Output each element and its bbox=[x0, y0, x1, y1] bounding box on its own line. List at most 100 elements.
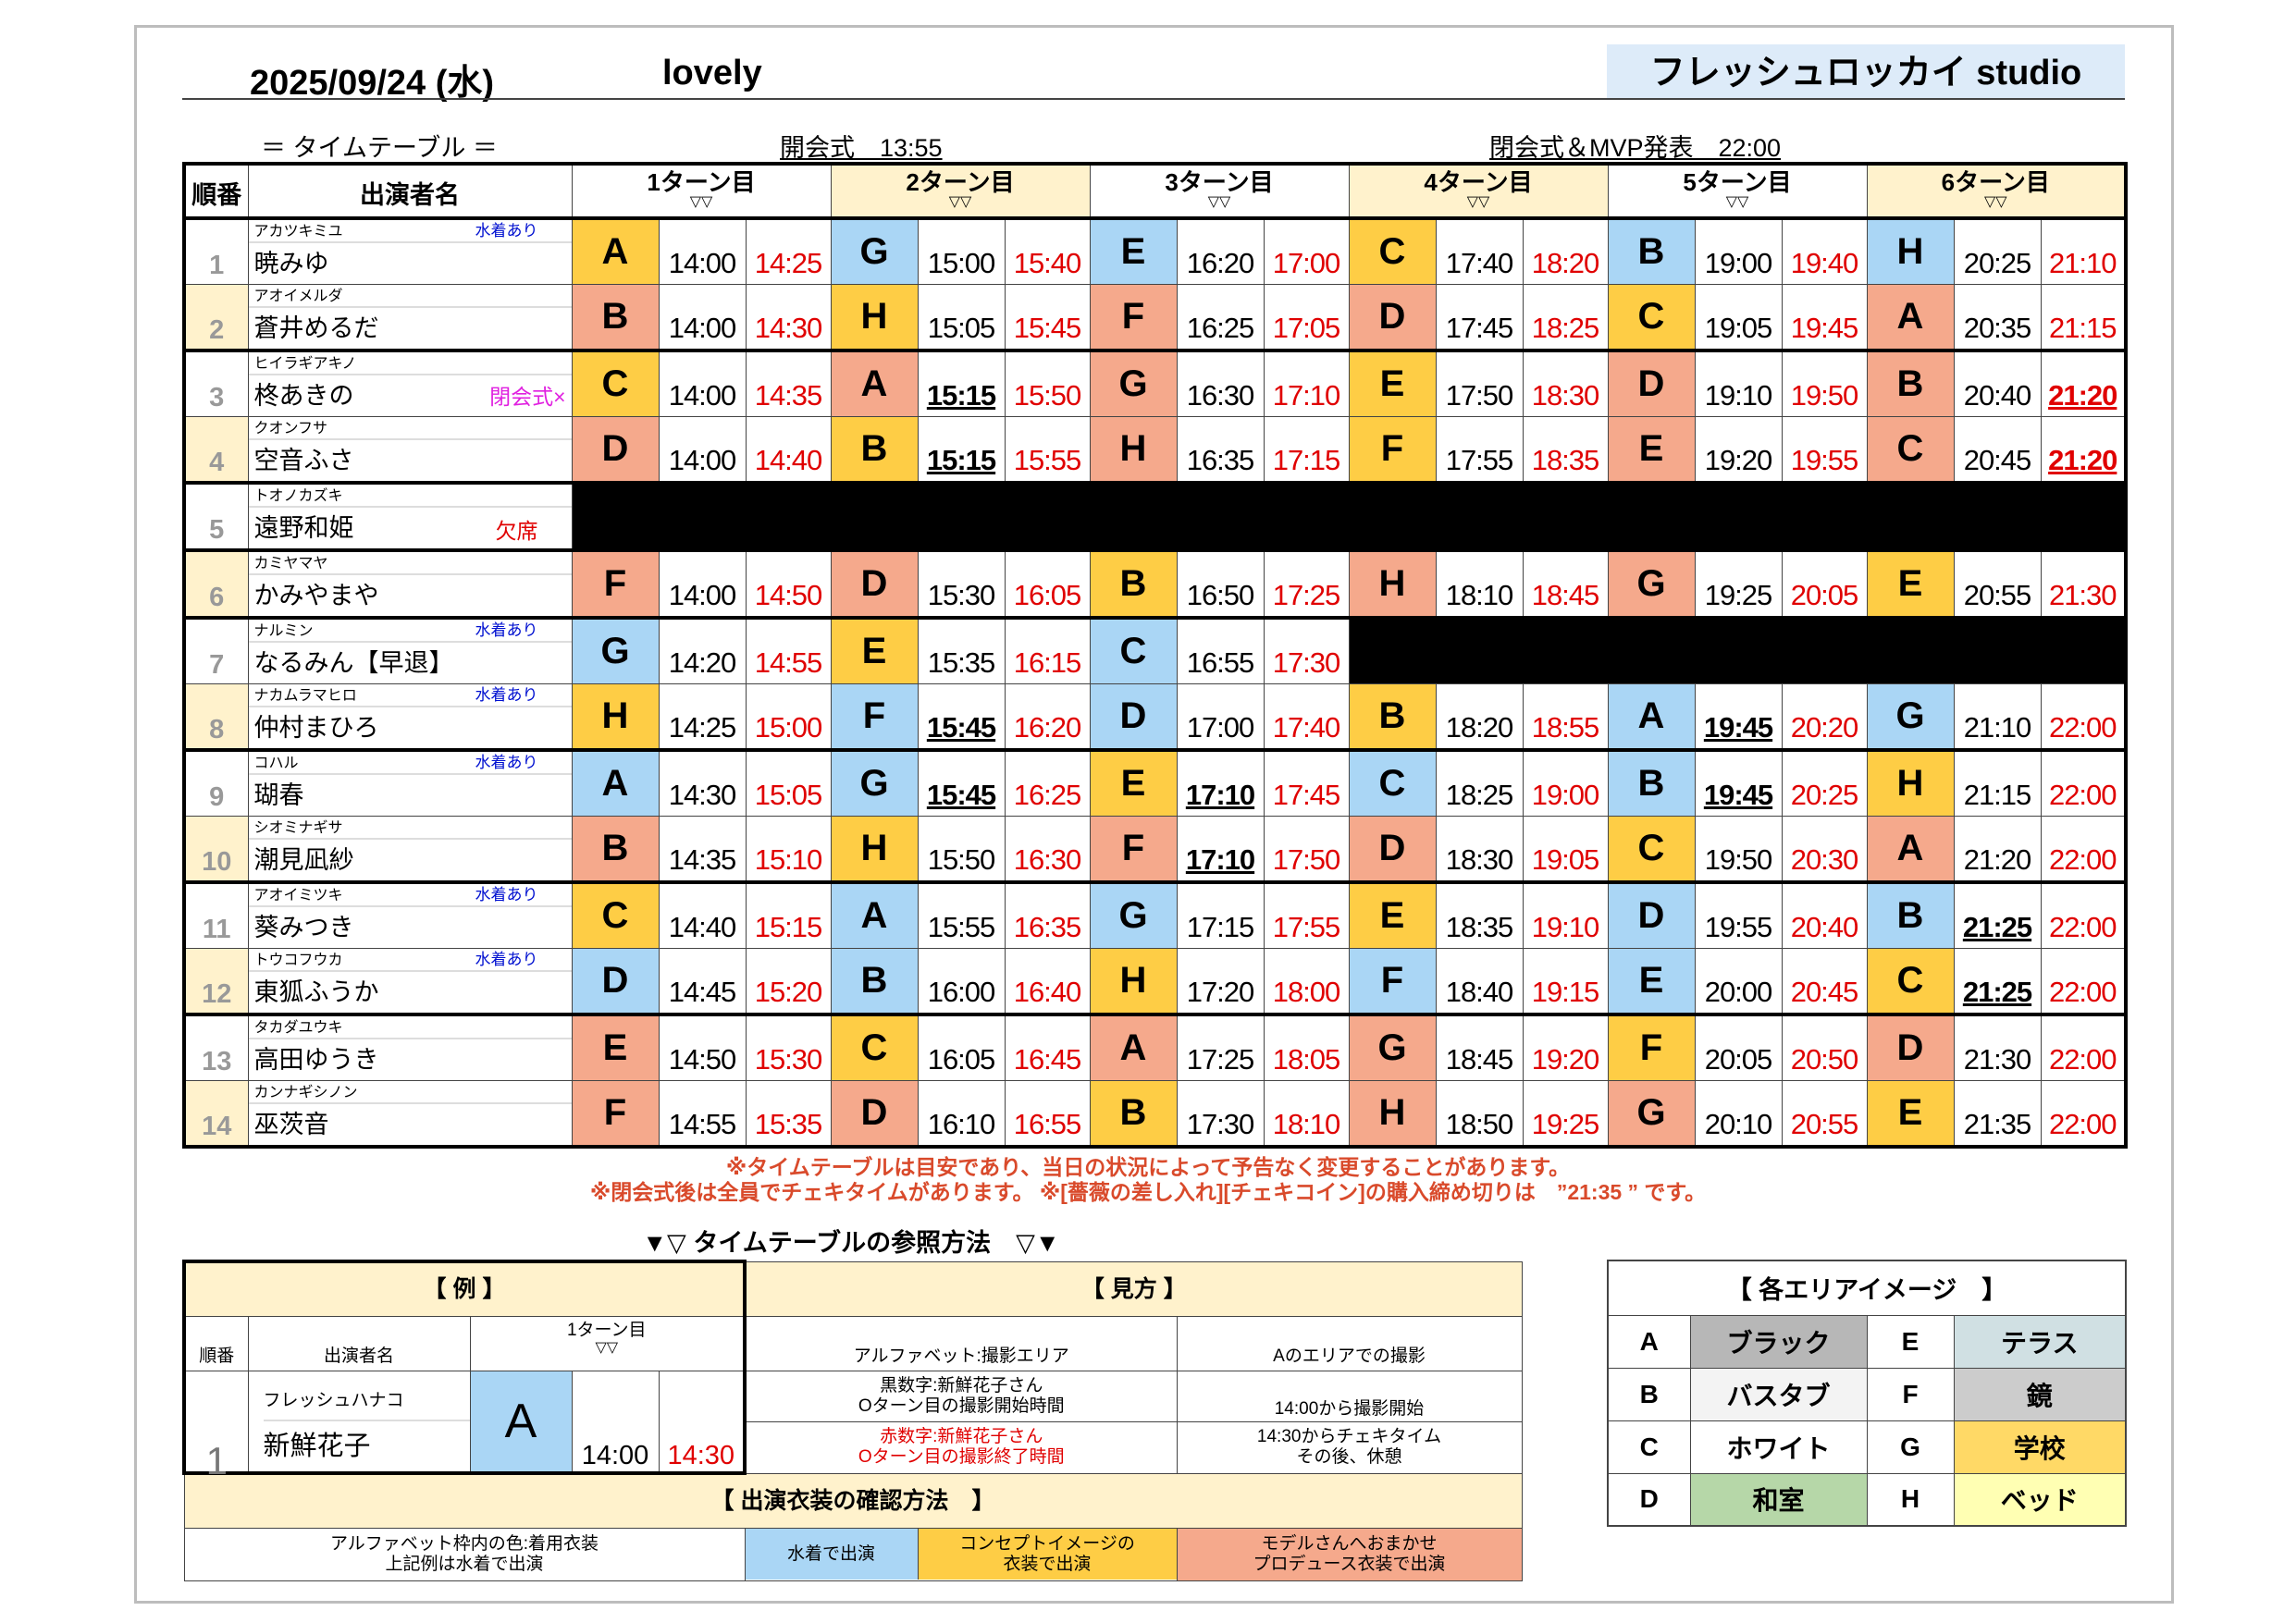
end-time: 21:10 bbox=[2040, 217, 2127, 285]
area-letter: D bbox=[1607, 350, 1696, 417]
end-time: 19:20 bbox=[1522, 1014, 1609, 1081]
area-code: F bbox=[1866, 1367, 1955, 1421]
end-time: 15:00 bbox=[745, 683, 832, 752]
area-code: G bbox=[1866, 1420, 1955, 1474]
turn-marker-icon: ▽▽ bbox=[1466, 194, 1490, 210]
note-2: ※閉会式後は全員でチェキタイムがあります。 ※[薔薇の差し入れ][チェキコイン]… bbox=[589, 1180, 1707, 1204]
start-time: 16:05 bbox=[917, 1014, 1006, 1081]
area-letter: E bbox=[571, 1014, 660, 1081]
area-code: C bbox=[1607, 1420, 1691, 1474]
start-time: 16:00 bbox=[917, 948, 1006, 1016]
ex-area: A bbox=[469, 1370, 573, 1475]
table-row: 7 ナルミン なるみん【早退】 水着あり G 14:20 14:55 E 15:35 16:15 C… bbox=[183, 617, 2127, 684]
end-time: 22:00 bbox=[2040, 881, 2127, 949]
start-time: 21:25 bbox=[1953, 948, 2042, 1016]
area-letter: E bbox=[1089, 749, 1178, 817]
area-legend: 【 各エリアイメージ 】 A ブラック E テラス B バスタブ F 鏡 C ホワイト G 学校 D 和室… bbox=[1607, 1260, 2127, 1527]
start-time: 14:00 bbox=[658, 416, 747, 485]
end-time: 22:00 bbox=[2040, 1014, 2127, 1081]
start-time: 20:05 bbox=[1694, 1014, 1783, 1081]
end-time: 17:05 bbox=[1263, 284, 1350, 352]
start-time: 14:25 bbox=[658, 683, 747, 752]
ex-kana: フレッシュハナコ bbox=[263, 1383, 470, 1421]
table-row: 12 トウコフウカ 東狐ふうか 水着あり D 14:45 15:20 B 16:00 16:40 H… bbox=[183, 948, 2127, 1016]
row-number: 5 bbox=[183, 482, 249, 552]
performer-cell: ナルミン なるみん【早退】 水着あり bbox=[247, 617, 573, 684]
end-time: 20:55 bbox=[1781, 1080, 1868, 1148]
start-time: 19:25 bbox=[1694, 549, 1783, 620]
turn-header-2: 2ターン目 ▽▽ bbox=[830, 163, 1091, 220]
start-time: 14:40 bbox=[658, 881, 747, 949]
turn-marker-icon: ▽▽ bbox=[1725, 194, 1749, 210]
area-letter: A bbox=[571, 217, 660, 285]
area-letter: A bbox=[1866, 816, 1955, 884]
how-1-right: Aのエリアでの撮影 bbox=[1176, 1315, 1523, 1371]
area-name: 鏡 bbox=[1953, 1367, 2127, 1421]
start-time: 20:25 bbox=[1953, 217, 2042, 285]
area-name: テラス bbox=[1953, 1314, 2127, 1369]
end-time: 15:35 bbox=[745, 1080, 832, 1148]
row-number: 14 bbox=[183, 1080, 249, 1148]
performer-cell: クオンフサ 空音ふさ bbox=[247, 416, 573, 485]
area-letter: G bbox=[1089, 350, 1178, 417]
start-time: 17:00 bbox=[1176, 683, 1265, 752]
area-name: 学校 bbox=[1953, 1420, 2127, 1474]
performer-cell: アオイメルダ 蒼井めるだ bbox=[247, 284, 573, 352]
start-time: 19:50 bbox=[1694, 816, 1783, 884]
end-time: 22:00 bbox=[2040, 749, 2127, 817]
turn-header-5: 5ターン目 ▽▽ bbox=[1607, 163, 1868, 220]
area-letter: C bbox=[571, 881, 660, 949]
end-time: 21:20 bbox=[2040, 416, 2127, 485]
row-number: 13 bbox=[183, 1014, 249, 1081]
area-letter: D bbox=[830, 549, 919, 620]
start-time: 18:30 bbox=[1435, 816, 1524, 884]
area-letter: B bbox=[1089, 549, 1178, 620]
row-number: 10 bbox=[183, 816, 249, 884]
end-time: 18:10 bbox=[1263, 1080, 1350, 1148]
performer-name: 高田ゆうき bbox=[253, 1046, 379, 1074]
row-number: 8 bbox=[183, 683, 249, 752]
end-time: 17:45 bbox=[1263, 749, 1350, 817]
performer-name: 瑚春 bbox=[253, 781, 304, 809]
area-letter: H bbox=[1348, 1080, 1437, 1148]
end-time: 20:05 bbox=[1781, 549, 1868, 620]
table-row: 8 ナカムラマヒロ 仲村まひろ 水着あり H 14:25 15:00 F 15:45 16:20 D… bbox=[183, 683, 2127, 752]
table-row: 14 カンナギシノン 巫茨音 F 14:55 15:35 D 16:10 16:55 B 17:30… bbox=[183, 1080, 2127, 1148]
area-letter: F bbox=[830, 683, 919, 752]
area-letter: G bbox=[1348, 1014, 1437, 1081]
end-time: 20:50 bbox=[1781, 1014, 1868, 1081]
turn-marker-icon: ▽▽ bbox=[1207, 194, 1231, 210]
turn-label: 1ターン目 bbox=[647, 168, 756, 196]
area-letter: G bbox=[1866, 683, 1955, 752]
end-time: 19:00 bbox=[1522, 749, 1609, 817]
start-time: 20:55 bbox=[1953, 549, 2042, 620]
area-code: E bbox=[1866, 1314, 1955, 1369]
area-letter: B bbox=[571, 284, 660, 352]
area-letter: A bbox=[830, 350, 919, 417]
area-letter: F bbox=[571, 1080, 660, 1148]
start-time: 17:50 bbox=[1435, 350, 1524, 417]
end-time: 14:25 bbox=[745, 217, 832, 285]
how-3-left: 赤数字:新鮮花子さん Oターン目の撮影終了時間 bbox=[744, 1420, 1178, 1474]
area-letter: C bbox=[1607, 816, 1696, 884]
end-time: 17:10 bbox=[1263, 350, 1350, 417]
performer-cell: コハル 瑚春 水着あり bbox=[247, 749, 573, 817]
end-time: 15:05 bbox=[745, 749, 832, 817]
start-time: 20:35 bbox=[1953, 284, 2042, 352]
end-time: 21:30 bbox=[2040, 549, 2127, 620]
performer-tag-swim: 水着あり bbox=[475, 621, 538, 639]
start-time: 15:00 bbox=[917, 217, 1006, 285]
how-2-right: 14:00から撮影開始 bbox=[1176, 1370, 1523, 1422]
area-row: A ブラック E テラス bbox=[1607, 1314, 2127, 1369]
area-row: C ホワイト G 学校 bbox=[1607, 1420, 2127, 1474]
end-time: 14:35 bbox=[745, 350, 832, 417]
row-number: 12 bbox=[183, 948, 249, 1016]
area-letter: B bbox=[1348, 683, 1437, 752]
start-time: 20:10 bbox=[1694, 1080, 1783, 1148]
area-name: ホワイト bbox=[1689, 1420, 1868, 1474]
end-time: 15:20 bbox=[745, 948, 832, 1016]
howto-title: 【 見方 】 bbox=[744, 1260, 1523, 1317]
performer-tag-swim: 水着あり bbox=[475, 686, 538, 704]
end-time: 17:50 bbox=[1263, 816, 1350, 884]
end-time: 20:45 bbox=[1781, 948, 1868, 1016]
